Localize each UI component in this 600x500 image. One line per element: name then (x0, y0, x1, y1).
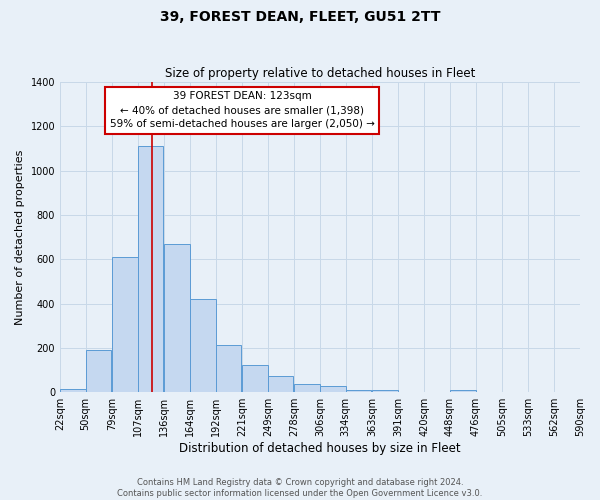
Title: Size of property relative to detached houses in Fleet: Size of property relative to detached ho… (165, 66, 475, 80)
Bar (190, 299, 215, 392)
X-axis label: Distribution of detached houses by size in Fleet: Distribution of detached houses by size … (179, 442, 461, 455)
Bar (112, 257, 138, 392)
Bar (268, 376, 293, 392)
Bar (346, 390, 371, 392)
Bar (372, 390, 398, 392)
Bar (320, 386, 346, 392)
Bar (86, 350, 112, 392)
Y-axis label: Number of detached properties: Number of detached properties (15, 150, 25, 325)
Text: Contains HM Land Registry data © Crown copyright and database right 2024.
Contai: Contains HM Land Registry data © Crown c… (118, 478, 482, 498)
Text: 39, FOREST DEAN, FLEET, GU51 2TT: 39, FOREST DEAN, FLEET, GU51 2TT (160, 10, 440, 24)
Bar (164, 244, 190, 392)
Text: 39 FOREST DEAN: 123sqm
← 40% of detached houses are smaller (1,398)
59% of semi-: 39 FOREST DEAN: 123sqm ← 40% of detached… (110, 92, 374, 130)
Bar (242, 364, 268, 392)
Bar (295, 384, 320, 392)
Bar (138, 146, 163, 392)
Bar (450, 390, 476, 392)
Bar (215, 344, 241, 392)
Bar (60, 389, 86, 392)
